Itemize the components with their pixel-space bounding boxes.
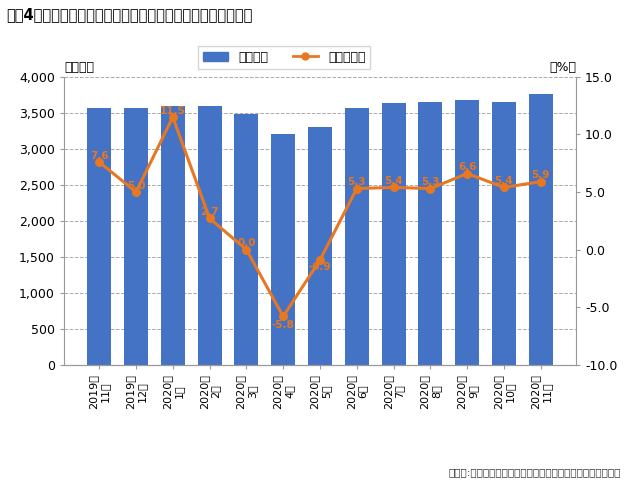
Bar (529, 94, 553, 365)
Bar (124, 108, 148, 365)
Bar (492, 102, 516, 365)
Text: 11.5: 11.5 (160, 106, 186, 116)
Text: 5.3: 5.3 (348, 177, 366, 187)
Text: （資料:東日本不動産流通機構『月例マーケットウォッチ』）: （資料:東日本不動産流通機構『月例マーケットウォッチ』） (449, 468, 621, 478)
Bar (419, 102, 442, 365)
Text: 5.0: 5.0 (127, 180, 145, 191)
Bar (161, 106, 185, 365)
Text: 5.4: 5.4 (495, 176, 513, 186)
Text: （%）: （%） (549, 61, 576, 74)
Text: 5.3: 5.3 (421, 177, 440, 187)
Bar (234, 113, 259, 365)
Text: -0.9: -0.9 (308, 262, 332, 272)
Text: -5.8: -5.8 (272, 320, 294, 330)
Bar (87, 108, 111, 365)
Bar (345, 108, 369, 365)
Text: 5.4: 5.4 (384, 176, 403, 186)
Text: （万円）: （万円） (64, 61, 94, 74)
Text: 7.6: 7.6 (90, 151, 109, 161)
Text: 0.0: 0.0 (237, 238, 255, 248)
Legend: 成約件数, 前年同月比: 成約件数, 前年同月比 (198, 46, 371, 69)
Text: 6.6: 6.6 (458, 162, 476, 172)
Text: 2.7: 2.7 (200, 207, 219, 217)
Bar (308, 127, 332, 365)
Bar (455, 100, 479, 365)
Text: 図表4　首都圏中古マンションの成約価格と前年同月比の推移: 図表4 首都圏中古マンションの成約価格と前年同月比の推移 (6, 7, 253, 22)
Bar (198, 107, 221, 365)
Text: 5.9: 5.9 (532, 170, 550, 180)
Bar (271, 133, 295, 365)
Bar (381, 103, 406, 365)
